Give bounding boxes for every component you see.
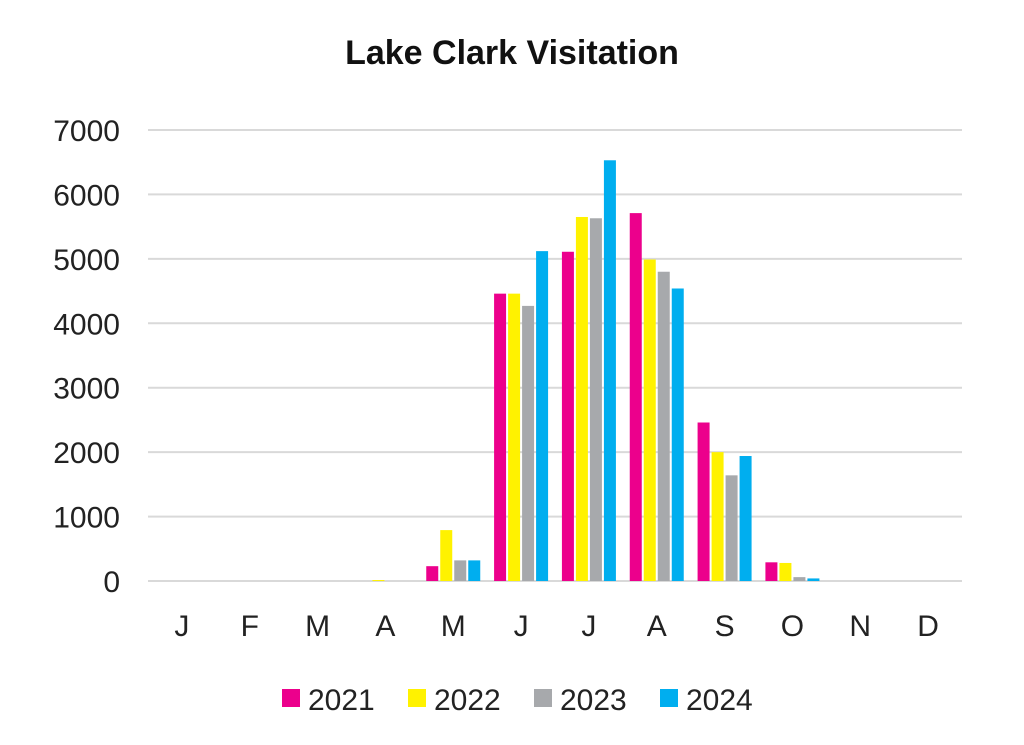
x-tick-label: A	[375, 610, 395, 643]
gridlines	[148, 129, 962, 582]
bar-2024-O	[807, 578, 820, 581]
bar-2021-O	[765, 562, 778, 581]
y-tick-label: 4000	[53, 308, 120, 341]
bar-2023-O	[793, 577, 806, 581]
bar-2022-A	[643, 259, 656, 581]
legend-label: 2022	[434, 684, 501, 717]
bar-2024-J	[603, 160, 616, 581]
chart-title: Lake Clark Visitation	[345, 34, 679, 72]
bars	[372, 160, 820, 582]
legend-swatch-2024	[660, 689, 678, 707]
bar-2023-M	[454, 560, 467, 581]
bar-2022-M	[440, 530, 453, 581]
bar-2021-A	[629, 213, 642, 581]
x-tick-label: J	[174, 610, 189, 643]
bar-2021-J	[494, 293, 507, 581]
y-tick-label: 2000	[53, 437, 120, 470]
bar-2021-S	[697, 422, 710, 581]
bar-2022-S	[711, 452, 724, 581]
bar-2022-O	[779, 562, 792, 581]
x-tick-label: A	[647, 610, 667, 643]
legend-label: 2024	[686, 684, 753, 717]
x-tick-label: O	[781, 610, 804, 643]
y-axis-tick-labels: 0 1000 2000 3000 4000 5000 6000 7000	[53, 115, 120, 599]
bar-2022-A	[372, 580, 385, 582]
bar-2023-S	[725, 475, 738, 581]
x-tick-label: D	[917, 610, 939, 643]
y-tick-label: 7000	[53, 115, 120, 148]
bar-2024-M	[468, 560, 481, 581]
bar-2021-M	[426, 566, 439, 581]
y-tick-label: 6000	[53, 179, 120, 212]
legend-label: 2023	[560, 684, 627, 717]
legend-swatch-2021	[282, 689, 300, 707]
bar-2023-J	[589, 218, 602, 581]
bar-2023-A	[657, 271, 670, 581]
y-tick-label: 5000	[53, 244, 120, 277]
bar-2024-S	[739, 456, 752, 581]
y-tick-label: 1000	[53, 502, 120, 535]
legend-swatch-2022	[408, 689, 426, 707]
x-tick-label: S	[715, 610, 735, 643]
x-tick-label: J	[514, 610, 529, 643]
legend-swatch-2023	[534, 689, 552, 707]
bar-2024-J	[536, 251, 549, 581]
bar-2024-A	[671, 288, 684, 581]
bar-2022-J	[575, 216, 588, 581]
bar-2021-J	[561, 251, 574, 581]
x-tick-label: J	[581, 610, 596, 643]
x-tick-label: F	[241, 610, 259, 643]
y-tick-label: 0	[103, 566, 120, 599]
bar-2023-J	[522, 305, 535, 581]
x-tick-label: N	[849, 610, 871, 643]
bar-2022-J	[508, 293, 521, 581]
x-tick-label: M	[305, 610, 330, 643]
y-tick-label: 3000	[53, 373, 120, 406]
x-tick-label: M	[441, 610, 466, 643]
legend: 2021 2022 2023 2024	[282, 684, 753, 717]
legend-label: 2021	[308, 684, 375, 717]
